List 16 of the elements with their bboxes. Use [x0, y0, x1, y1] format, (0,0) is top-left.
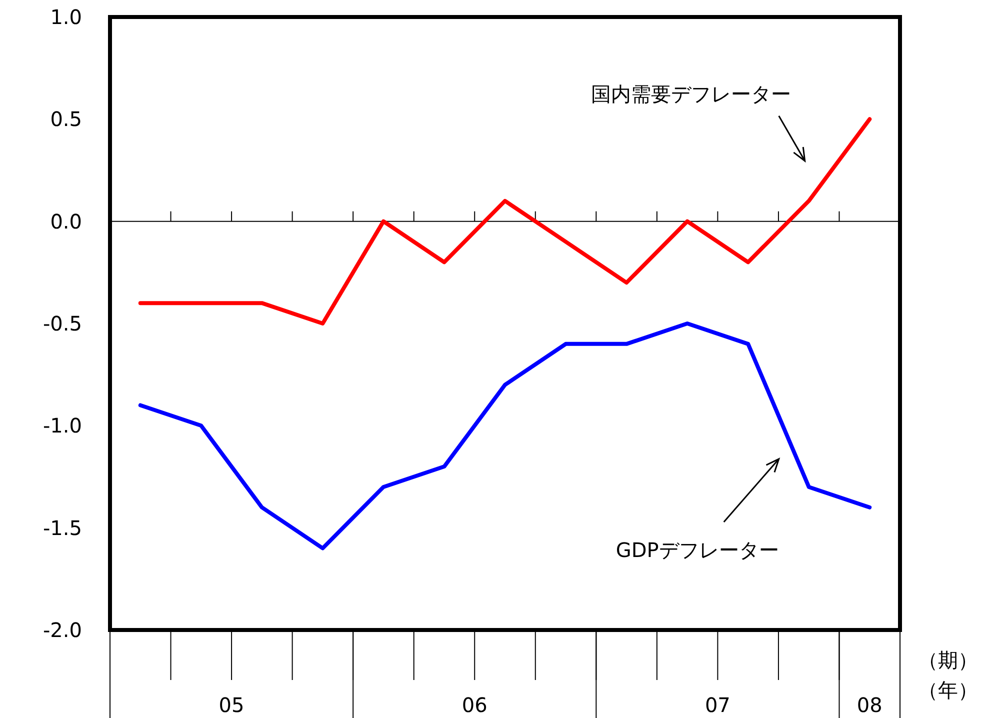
text: 06 — [462, 693, 488, 717]
y-tick-label: 0.5 — [50, 107, 82, 132]
text: 国内需要デフレーター — [590, 82, 791, 106]
text: 07 — [704, 693, 730, 717]
x-axis-title: （期） — [918, 648, 978, 672]
line-series — [138, 117, 872, 326]
y-tick-label: 0.0 — [50, 209, 82, 234]
y-tick-label: -1.5 — [42, 516, 82, 540]
y-tick-label: 1.0 — [50, 5, 82, 29]
y-tick-label: -1.0 — [42, 414, 82, 438]
y-tick-label: -2.0 — [42, 618, 82, 642]
text: 05 — [218, 693, 244, 717]
text: 08 — [856, 693, 882, 717]
y-tick-label: -0.5 — [42, 312, 82, 336]
text: GDPデフレーター — [616, 538, 779, 562]
text: （年） — [918, 678, 978, 702]
